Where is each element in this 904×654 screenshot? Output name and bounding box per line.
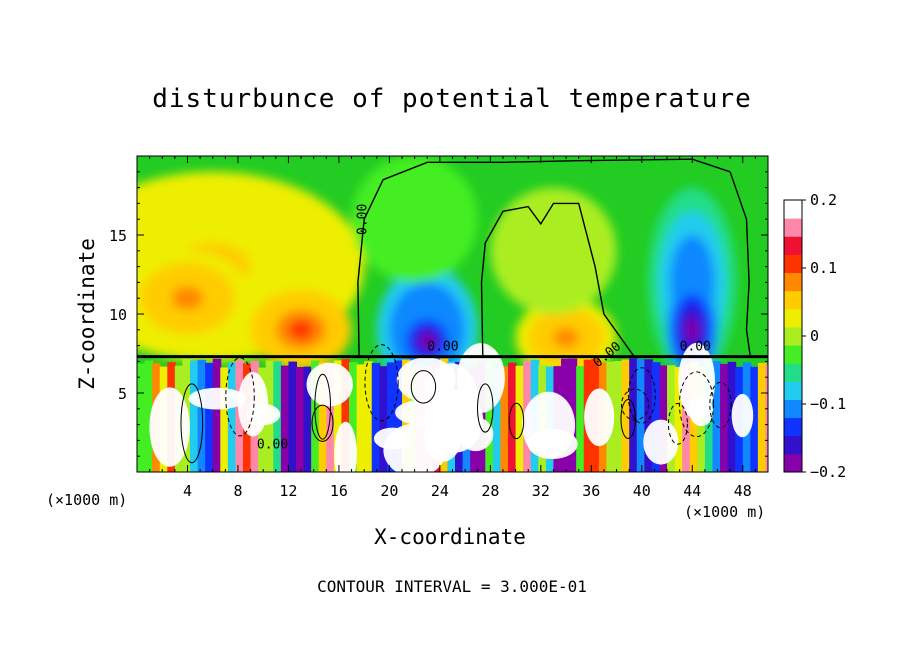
contour-label: 0.00 <box>356 204 371 235</box>
y-axis-unit: (×1000 m) <box>46 491 128 509</box>
contour-label: 0.00 <box>680 339 711 354</box>
y-axis-label: Z-coordinate <box>75 238 99 390</box>
x-tick-label: 24 <box>431 482 449 500</box>
x-tick-label: 32 <box>532 482 550 500</box>
x-tick-label: 16 <box>330 482 348 500</box>
colorbar-swatch <box>784 381 802 400</box>
x-tick-label: 8 <box>233 482 242 500</box>
colorbar-tick-label: −0.2 <box>810 463 846 481</box>
zero-contour <box>480 202 635 358</box>
y-axis: 5 10 15 <box>109 171 768 457</box>
contour-line <box>709 381 732 429</box>
contour-line <box>364 344 399 422</box>
colorbar-swatch <box>784 417 802 437</box>
contour-line <box>225 357 255 437</box>
contour-line <box>314 373 332 440</box>
contour-lines: 0.000.00 0.000.000.00 <box>137 158 768 464</box>
x-tick-label: 28 <box>481 482 499 500</box>
colorbar-swatch <box>784 345 802 364</box>
chart-title: disturbunce of potential temperature <box>152 84 752 114</box>
colorbar-swatch <box>784 200 802 219</box>
contour-line <box>620 388 650 421</box>
x-tick-label: 4 <box>183 482 192 500</box>
zero-contour <box>357 158 731 357</box>
x-tick-label: 40 <box>633 482 651 500</box>
x-tick-label: 36 <box>582 482 600 500</box>
colorbar-swatch <box>784 218 802 237</box>
x-tick-label: 44 <box>683 482 701 500</box>
contour-line <box>620 399 636 439</box>
contour-line <box>477 383 494 433</box>
heatmap-plot: 0.000.00 0.000.000.00 <box>136 155 769 473</box>
contour-line <box>410 370 437 404</box>
x-tick-label: 12 <box>279 482 297 500</box>
colorbar-swatch <box>784 236 802 255</box>
contour-label: 0.00 <box>427 339 458 354</box>
colorbar-tick-label: 0.2 <box>810 191 837 209</box>
x-axis-unit: (×1000 m) <box>684 503 766 521</box>
contour-label: 0.00 <box>257 437 288 452</box>
contour-interval-note: CONTOUR INTERVAL = 3.000E-01 <box>317 577 587 596</box>
colorbar-swatch <box>784 363 802 382</box>
colorbar-swatch <box>784 435 802 455</box>
contour-line <box>627 367 656 424</box>
colorbar-swatch <box>784 399 802 419</box>
y-tick-label: 5 <box>118 385 127 403</box>
heatmap-field <box>137 156 768 472</box>
contour-line <box>667 402 688 445</box>
contour-line <box>311 404 334 442</box>
contour-line <box>678 371 715 438</box>
y-tick-label: 10 <box>109 306 127 324</box>
colorbar: 0.2 0.1 0 −0.1 −0.2 <box>783 191 846 481</box>
contour-line <box>180 383 204 464</box>
x-axis: 4 8 12 16 20 24 28 32 36 40 44 48 <box>149 156 756 500</box>
x-tick-label: 20 <box>380 482 398 500</box>
colorbar-swatch <box>784 290 802 310</box>
colorbar-swatch <box>784 308 802 328</box>
colorbar-swatch <box>784 326 802 346</box>
zero-contour <box>729 171 751 357</box>
colorbar-tick-label: −0.1 <box>810 395 846 413</box>
y-tick-label: 15 <box>109 227 127 245</box>
colorbar-swatch <box>784 272 802 292</box>
colorbar-tick-label: 0 <box>810 327 819 345</box>
x-tick-label: 48 <box>734 482 752 500</box>
x-axis-label: X-coordinate <box>374 525 526 549</box>
contour-line <box>508 402 525 440</box>
colorbar-tick-label: 0.1 <box>810 259 837 277</box>
colorbar-swatch <box>784 453 802 473</box>
colorbar-swatch <box>784 254 802 274</box>
